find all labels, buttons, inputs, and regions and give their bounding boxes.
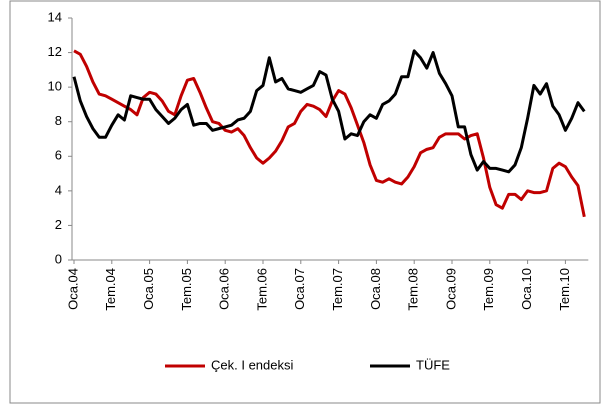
x-tick-label: Oca.04 [65,268,80,310]
y-tick-label: 6 [55,148,62,163]
y-tick-label: 12 [48,44,62,59]
x-tick-label: Oca.09 [443,268,458,310]
x-tick-label: Tem.10 [557,268,572,311]
legend-label: TÜFE [416,357,450,372]
y-tick-label: 2 [55,217,62,232]
x-tick-label: Tem.08 [406,268,421,311]
y-tick-label: 0 [55,251,62,266]
series-line [73,49,586,218]
y-tick-label: 14 [48,9,62,24]
y-tick-label: 10 [48,79,62,94]
frame [9,0,601,404]
x-tick-label: Oca.07 [292,268,307,310]
x-tick-label: Tem.04 [103,268,118,311]
x-tick-label: Tem.06 [254,268,269,311]
x-tick-label: Oca.06 [217,268,232,310]
y-tick-label: 8 [55,113,62,128]
x-tick-label: Oca.05 [141,268,156,310]
legend-label: Çek. I endeksi [211,357,293,372]
x-tick-label: Oca.08 [368,268,383,310]
series-line [72,49,586,174]
x-tick-label: Tem.07 [330,268,345,311]
x-tick-label: Tem.05 [179,268,194,311]
x-tick-label: Tem.09 [481,268,496,311]
x-tick-label: Oca.10 [519,268,534,310]
y-tick-label: 4 [55,182,62,197]
